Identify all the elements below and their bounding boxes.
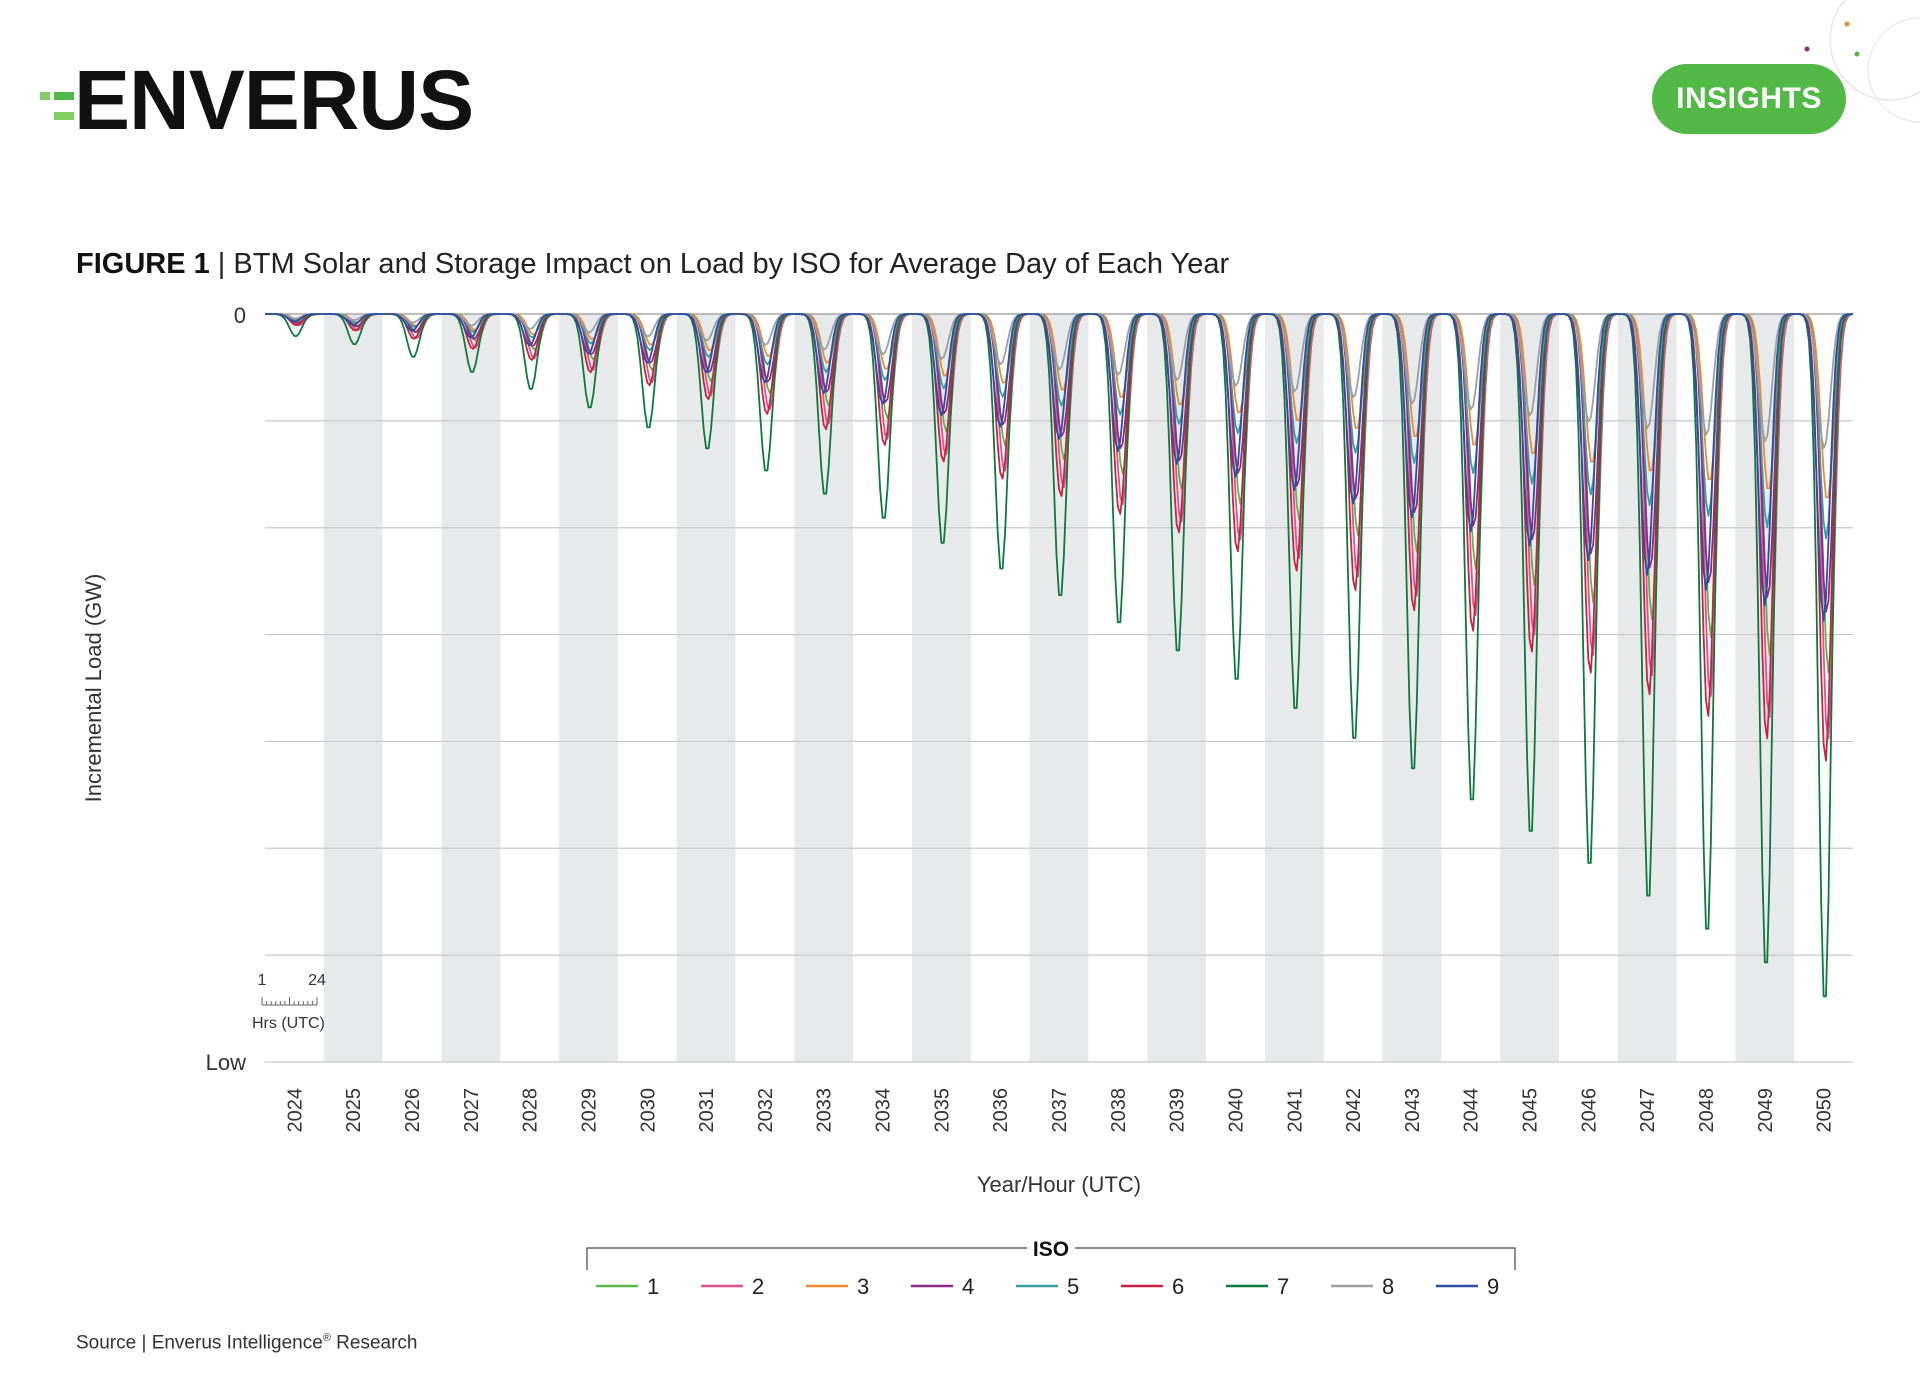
- x-tick-label-2033: 2033: [814, 1088, 836, 1133]
- x-tick-label-2029: 2029: [578, 1088, 600, 1133]
- x-axis-label: Year/Hour (UTC): [977, 1172, 1141, 1197]
- y-tick-label-bottom: Low: [206, 1050, 246, 1075]
- x-tick-label-2042: 2042: [1343, 1088, 1365, 1133]
- legend-bracket: [586, 1247, 1516, 1270]
- legend-label-iso-4: 4: [962, 1274, 974, 1299]
- x-tick-label-2030: 2030: [637, 1088, 659, 1133]
- year-band-2035: [911, 314, 971, 1062]
- x-tick-label-2046: 2046: [1578, 1088, 1600, 1133]
- legend-label-iso-3: 3: [857, 1274, 869, 1299]
- source-registered-mark: ®: [322, 1332, 331, 1344]
- x-tick-label-2036: 2036: [990, 1088, 1012, 1133]
- hour-scale-label: Hrs (UTC): [252, 1015, 325, 1032]
- x-tick-label-2048: 2048: [1696, 1088, 1718, 1133]
- figure-separator: |: [209, 248, 234, 280]
- legend-label-iso-5: 5: [1067, 1274, 1079, 1299]
- source-note: Source | Enverus Intelligence® Research: [76, 1332, 418, 1354]
- series-line-iso-3: [265, 313, 1854, 499]
- year-band-2025: [323, 314, 383, 1062]
- y-axis-label: Incremental Load (GW): [81, 574, 106, 803]
- x-tick-label-2032: 2032: [755, 1088, 777, 1133]
- x-tick-label-2031: 2031: [696, 1088, 718, 1133]
- series-line-iso-5: [265, 313, 1854, 540]
- x-tick-label-2028: 2028: [520, 1088, 542, 1133]
- x-tick-label-2041: 2041: [1284, 1088, 1306, 1133]
- legend-label-iso-9: 9: [1487, 1274, 1499, 1299]
- year-band-2029: [559, 314, 618, 1062]
- decorative-circles-icon: [1804, 0, 1920, 123]
- figure-label: FIGURE 1: [76, 248, 210, 280]
- x-tick-label-2027: 2027: [461, 1088, 483, 1133]
- series-line-iso-8: [265, 313, 1853, 449]
- series-line-iso-2: [265, 313, 1854, 740]
- legend-label-iso-6: 6: [1172, 1274, 1184, 1299]
- x-tick-label-2050: 2050: [1814, 1088, 1836, 1133]
- x-tick-label-2034: 2034: [873, 1088, 895, 1133]
- x-tick-label-2037: 2037: [1049, 1088, 1071, 1133]
- x-tick-label-2039: 2039: [1167, 1088, 1189, 1133]
- enverus-logo: ENVERUS: [38, 58, 474, 142]
- legend-label-iso-1: 1: [647, 1274, 659, 1299]
- year-band-2033: [794, 314, 854, 1062]
- x-tick-label-2047: 2047: [1637, 1088, 1659, 1133]
- y-tick-label-top: 0: [234, 303, 246, 328]
- x-tick-label-2045: 2045: [1520, 1088, 1542, 1133]
- series-line-iso-4: [265, 313, 1854, 613]
- series-line-iso-7: [265, 313, 1854, 998]
- series-line-iso-9: [265, 313, 1853, 622]
- legend-label-iso-7: 7: [1277, 1274, 1289, 1299]
- x-tick-label-2043: 2043: [1402, 1088, 1424, 1133]
- x-tick-label-2044: 2044: [1461, 1088, 1483, 1133]
- figure-title: FIGURE 1 | BTM Solar and Storage Impact …: [76, 248, 1229, 281]
- year-band-2043: [1382, 314, 1442, 1062]
- x-tick-label-2025: 2025: [343, 1088, 365, 1133]
- x-tick-label-2035: 2035: [931, 1088, 953, 1133]
- x-tick-label-2040: 2040: [1225, 1088, 1247, 1133]
- logo-mark-icon: [40, 92, 74, 120]
- year-band-2031: [676, 314, 736, 1062]
- legend-label-iso-2: 2: [752, 1274, 764, 1299]
- year-band-2027: [441, 314, 501, 1062]
- x-tick-label-2026: 2026: [402, 1088, 424, 1133]
- x-tick-label-2049: 2049: [1755, 1088, 1777, 1133]
- x-tick-label-2024: 2024: [284, 1088, 306, 1133]
- hour-scale-start: 1: [258, 972, 267, 989]
- hour-scale-end: 24: [308, 972, 326, 989]
- source-suffix: Research: [330, 1332, 418, 1354]
- insights-badge: INSIGHTS: [1652, 64, 1846, 134]
- legend-title: ISO: [1033, 1238, 1069, 1261]
- series-line-iso-6: [265, 313, 1854, 762]
- figure-title-text: BTM Solar and Storage Impact on Load by …: [233, 248, 1230, 280]
- brand-name: ENVERUS: [74, 53, 474, 147]
- year-band-2039: [1147, 314, 1207, 1062]
- source-prefix: Source | Enverus Intelligence: [76, 1332, 323, 1354]
- x-tick-label-2038: 2038: [1108, 1088, 1130, 1133]
- legend-label-iso-8: 8: [1382, 1274, 1394, 1299]
